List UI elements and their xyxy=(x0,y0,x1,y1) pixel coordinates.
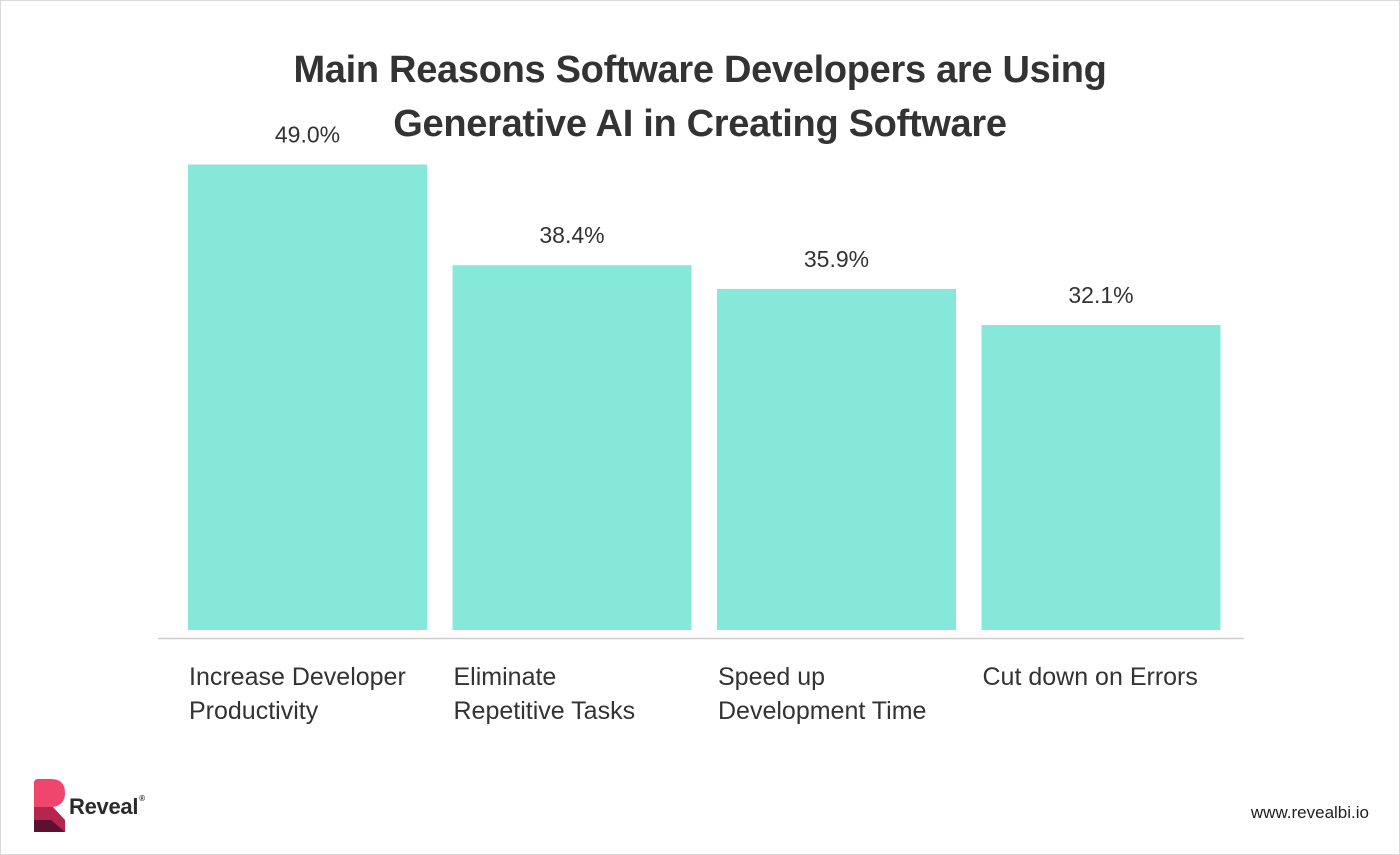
reveal-logo-text: Reveal® xyxy=(69,794,145,820)
chart-title-line-2: Generative AI in Creating Software xyxy=(393,103,1007,145)
category-label-4-line-1: Cut down on Errors xyxy=(983,663,1198,691)
bar-4 xyxy=(981,325,1221,630)
category-label-2-line-1: Eliminate xyxy=(454,663,557,691)
category-label-1-line-1: Increase Developer xyxy=(189,663,406,691)
reveal-logo: Reveal® xyxy=(31,778,145,834)
chart-title-line-1: Main Reasons Software Developers are Usi… xyxy=(293,49,1107,91)
reveal-logo-icon xyxy=(34,779,65,832)
logo-wordmark: Reveal xyxy=(69,794,139,819)
value-label-1: 49.0% xyxy=(275,122,340,148)
category-label-1-line-2: Productivity xyxy=(189,697,319,725)
value-label-4: 32.1% xyxy=(1068,282,1133,308)
logo-trademark: ® xyxy=(139,794,145,803)
value-label-3: 35.9% xyxy=(804,246,869,272)
website-url: www.revealbi.io xyxy=(1250,803,1369,822)
bar-chart: 49.0% Increase Developer Productivity 38.4%… xyxy=(158,122,1244,725)
category-label-2-line-2: Repetitive Tasks xyxy=(454,697,636,725)
value-label-2: 38.4% xyxy=(539,222,604,248)
chart-title: Main Reasons Software Developers are Usi… xyxy=(1,43,1399,151)
bar-2 xyxy=(452,265,692,630)
bar-1 xyxy=(188,164,427,630)
category-label-3-line-1: Speed up xyxy=(718,663,825,691)
bar-3 xyxy=(717,288,956,630)
category-label-3-line-2: Development Time xyxy=(718,697,926,725)
